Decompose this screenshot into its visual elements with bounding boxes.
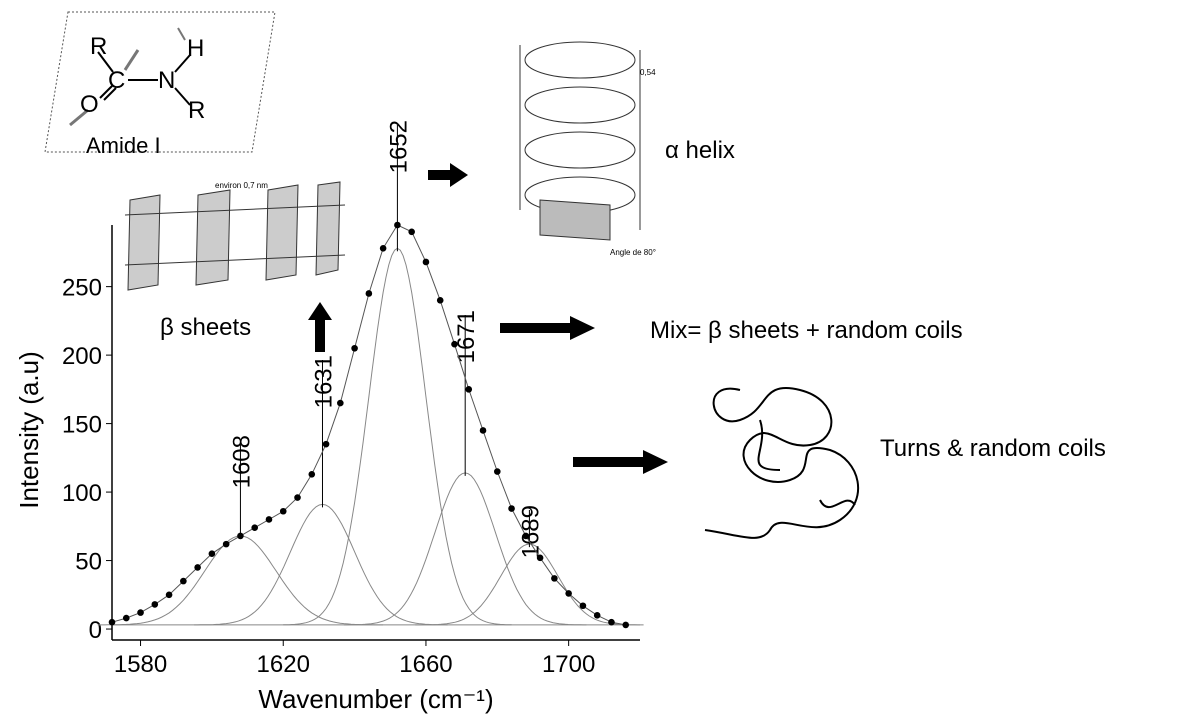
x-tick-label: 1700 [542,651,595,678]
data-point [265,516,273,523]
data-point [451,340,458,348]
data-point [394,221,401,229]
data-point [151,601,159,608]
data-point [237,532,244,540]
data-point [108,618,116,626]
label: environ 0,7 nm [215,181,268,190]
data-point [365,290,373,297]
peak-label: 1608 [228,435,255,488]
x-tick-label: 1580 [114,651,167,678]
vibration-arrow [123,49,140,71]
y-tick-label: 150 [62,412,102,439]
y-tick-label: 50 [75,549,102,576]
data-point [522,532,530,540]
atom: R [188,97,205,124]
data-point [137,609,144,616]
data-point [608,618,615,626]
data-point [122,614,130,622]
data-point [622,621,630,629]
peak-label: 1652 [385,120,412,173]
data-point [194,564,201,571]
data-point [308,470,316,478]
peak-label: 1689 [517,505,544,558]
x-axis-label: Wavenumber (cm⁻¹) [258,684,493,714]
data-point [337,399,344,407]
data-point [222,540,230,548]
data-point [322,440,330,448]
atom: H [187,35,204,62]
data-point [379,244,387,252]
y-tick-label: 200 [62,343,102,370]
component-curve [283,247,512,626]
y-axis-label: Intensity (a.u) [14,351,44,509]
data-point [593,612,601,619]
x-tick-label: 1660 [399,651,452,678]
data-point [493,468,501,475]
label: Angle de 80° [610,248,656,257]
atom: O [80,91,99,118]
bond [103,87,117,101]
atom: C [108,67,125,94]
amide-diagram: R C N H O R Amide I [44,11,276,158]
frame [44,11,276,153]
data-point [465,386,473,393]
vibration-arrow [69,108,89,127]
y-tick-label: 0 [89,617,102,644]
vibration-arrow [177,27,186,41]
data-point [579,602,587,610]
data-point [408,228,415,236]
diagram-title: Amide I [86,133,161,158]
data-point [551,575,558,582]
y-tick-label: 250 [62,275,102,302]
data-point [165,591,173,599]
data-point [436,297,444,304]
bond [99,85,113,99]
data-point [479,427,487,434]
data-point [422,258,430,266]
bond [174,87,191,106]
helix-diagram: Angle de 80° 0,54 [519,41,656,257]
data-point [180,577,187,585]
peak-label: 1671 [453,310,480,363]
x-tick-label: 1620 [257,651,310,678]
annotation: Mix= β sheets + random coils [650,317,963,344]
data-point [351,344,358,352]
annotation: β sheets [160,314,251,341]
label: 0,54 [640,68,656,77]
data-point [294,494,301,501]
data-point [251,524,259,531]
bond [174,54,191,73]
component-curve [194,503,448,626]
annotation: α helix [665,137,735,164]
data-point [565,590,572,597]
atom: N [158,67,175,94]
data-point [536,554,544,562]
protein-diagram [704,387,859,539]
atom: R [90,33,107,60]
fit-line [111,224,626,626]
bond [97,51,114,73]
arrows [308,163,668,474]
data-point [508,505,515,512]
annotation: Turns & random coils [880,435,1106,462]
data-point [279,507,287,515]
data-point [208,550,216,558]
sheet-diagram: environ 0,7 nm [124,181,346,291]
y-tick-label: 100 [62,480,102,507]
peak-label: 1631 [310,355,337,408]
